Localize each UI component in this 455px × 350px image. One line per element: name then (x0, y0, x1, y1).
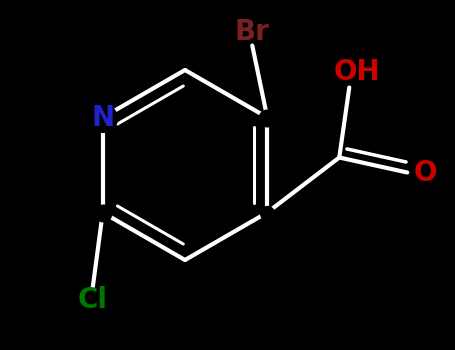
Text: N: N (91, 104, 114, 132)
Text: Cl: Cl (78, 286, 108, 314)
Text: Br: Br (235, 18, 270, 46)
Text: O: O (414, 159, 437, 187)
Text: OH: OH (334, 57, 380, 85)
